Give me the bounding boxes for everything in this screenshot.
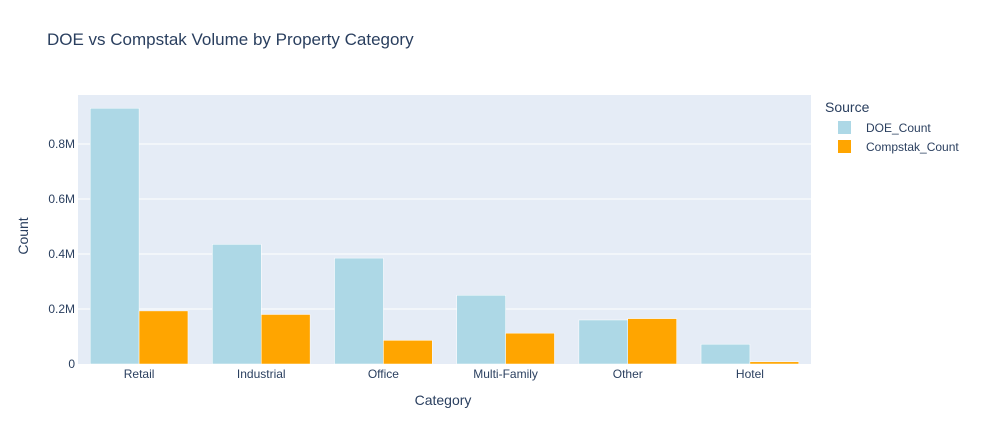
- y-tick-label: 0.8M: [48, 137, 75, 151]
- legend-label: DOE_Count: [866, 121, 931, 135]
- x-axis-title: Category: [415, 392, 472, 408]
- y-tick-label: 0: [68, 357, 75, 371]
- bar-compstak-count[interactable]: [383, 340, 433, 365]
- y-tick-label: 0.4M: [48, 247, 75, 261]
- legend-label: Compstak_Count: [866, 140, 959, 154]
- legend-item[interactable]: DOE_Count: [838, 121, 931, 135]
- plot-area: [78, 95, 811, 364]
- bar-doe-count[interactable]: [456, 294, 506, 365]
- y-axis-ticks: 0 0.2M 0.4M 0.6M 0.8M: [48, 137, 75, 371]
- chart-title: DOE vs Compstak Volume by Property Categ…: [47, 30, 414, 49]
- x-tick-label: Retail: [124, 367, 155, 381]
- bar-doe-count[interactable]: [578, 319, 629, 365]
- bar-doe-count[interactable]: [89, 107, 140, 365]
- x-tick-label: Other: [613, 367, 643, 381]
- bars: [89, 107, 800, 365]
- x-axis-ticks: Retail Industrial Office Multi-Family Other H…: [124, 367, 764, 381]
- x-tick-label: Office: [368, 367, 399, 381]
- bar-doe-count[interactable]: [212, 244, 262, 365]
- bar-compstak-count[interactable]: [261, 314, 311, 365]
- y-tick-label: 0.6M: [48, 192, 75, 206]
- y-tick-label: 0.2M: [48, 302, 75, 316]
- x-tick-label: Industrial: [237, 367, 286, 381]
- bar-compstak-count[interactable]: [505, 332, 555, 365]
- bar-compstak-count[interactable]: [749, 361, 800, 365]
- x-tick-label: Hotel: [736, 367, 764, 381]
- y-axis-title: Count: [15, 217, 31, 254]
- legend-swatch: [838, 140, 851, 153]
- legend-item[interactable]: Compstak_Count: [838, 140, 959, 154]
- bar-compstak-count[interactable]: [138, 310, 189, 365]
- legend: Source DOE_Count Compstak_Count: [825, 99, 959, 154]
- x-tick-label: Multi-Family: [473, 367, 538, 381]
- legend-title: Source: [825, 99, 870, 115]
- bar-doe-count[interactable]: [700, 343, 751, 365]
- bar-compstak-count[interactable]: [627, 318, 677, 365]
- legend-swatch: [838, 121, 851, 134]
- gridlines: [78, 143, 811, 310]
- bar-doe-count[interactable]: [334, 257, 384, 365]
